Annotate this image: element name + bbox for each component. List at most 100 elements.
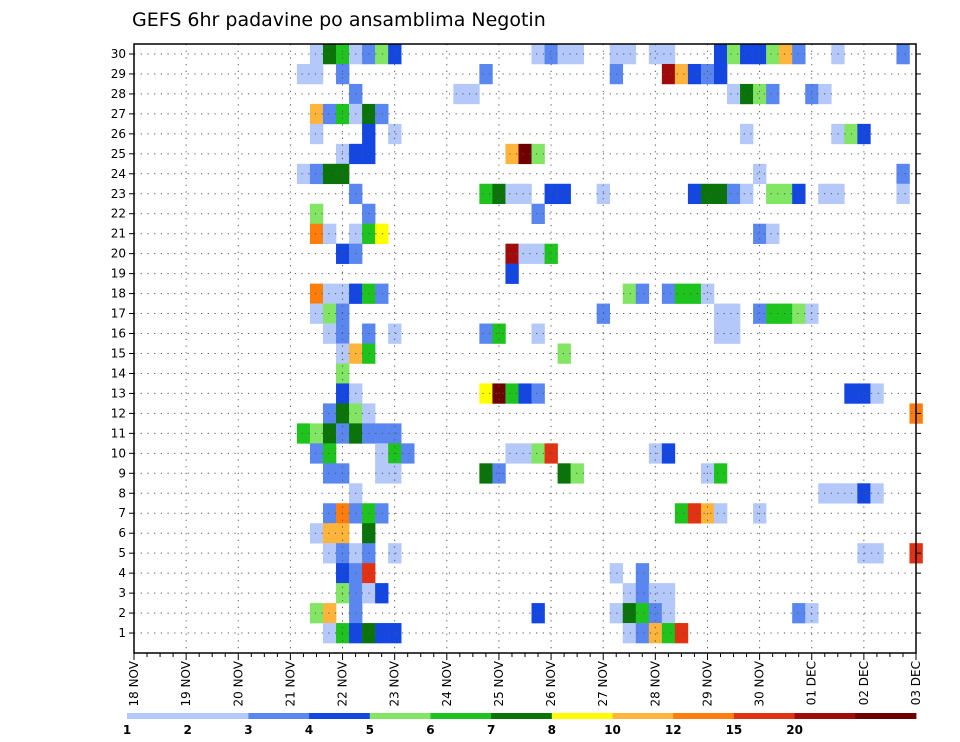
y-tick-label: 1 xyxy=(118,626,126,640)
heatmap-cell xyxy=(896,163,910,185)
heatmap-cell xyxy=(453,83,467,105)
y-tick-label: 9 xyxy=(118,466,126,480)
heatmap-cell xyxy=(622,583,637,604)
x-tick-label: 22 NOV xyxy=(336,660,350,706)
x-tick-label: 25 NOV xyxy=(492,660,506,706)
x-tick-label: 01 DEC xyxy=(805,661,819,705)
heatmap-cell xyxy=(727,303,741,324)
legend-swatch xyxy=(612,713,674,719)
heatmap-cell xyxy=(661,603,676,624)
y-tick-label: 23 xyxy=(111,187,126,201)
heatmap-cell xyxy=(322,423,337,444)
heatmap-cell xyxy=(322,463,337,484)
heatmap-cell xyxy=(609,563,624,584)
x-tick-label: 20 NOV xyxy=(231,660,245,706)
y-tick-label: 7 xyxy=(118,506,126,520)
heatmap-cell xyxy=(727,323,741,344)
heatmap-cell xyxy=(674,283,689,304)
heatmap-cell xyxy=(792,183,806,205)
heatmap-cell xyxy=(557,463,571,484)
heatmap-cell xyxy=(322,443,337,464)
heatmap-cell xyxy=(700,283,715,304)
heatmap-cell xyxy=(713,63,728,85)
heatmap-cell xyxy=(661,443,676,464)
heatmap-cell xyxy=(309,223,324,244)
heatmap-cell xyxy=(505,243,519,264)
y-tick-label: 4 xyxy=(118,566,126,580)
heatmap-cell xyxy=(700,63,715,85)
legend-swatch xyxy=(430,713,492,719)
heatmap-cells xyxy=(296,44,923,644)
heatmap-cell xyxy=(779,44,793,65)
heatmap-cell xyxy=(466,83,480,105)
heatmap-cell xyxy=(648,623,663,644)
heatmap-cell xyxy=(322,403,337,424)
x-tick-label: 21 NOV xyxy=(283,660,297,706)
plot-frame xyxy=(133,43,917,654)
heatmap-cell xyxy=(635,563,650,584)
heatmap-cell xyxy=(309,303,324,324)
heatmap-cell xyxy=(870,483,884,504)
heatmap-cell xyxy=(375,443,389,464)
heatmap-cell xyxy=(713,503,728,524)
heatmap-cell xyxy=(518,383,532,404)
heatmap-cell xyxy=(635,623,650,644)
heatmap-cell xyxy=(375,463,389,484)
y-tick-label: 6 xyxy=(118,526,126,540)
heatmap-cell xyxy=(309,163,324,185)
y-tick-label: 2 xyxy=(118,606,126,620)
legend-swatch xyxy=(551,713,613,719)
heatmap-cell xyxy=(687,503,702,524)
grid-lines xyxy=(133,44,917,653)
heatmap-cell xyxy=(857,123,871,145)
heatmap-cell xyxy=(531,143,545,165)
heatmap-cell xyxy=(648,44,663,65)
heatmap-cell xyxy=(779,183,793,205)
heatmap-cell xyxy=(648,603,663,624)
heatmap-cell xyxy=(609,63,624,85)
legend-swatch xyxy=(187,713,249,719)
heatmap-cell xyxy=(322,44,337,65)
heatmap-cell xyxy=(531,443,545,464)
heatmap-cell xyxy=(505,183,519,205)
heatmap-cell xyxy=(505,443,519,464)
heatmap-cell xyxy=(635,603,650,624)
heatmap-cell xyxy=(309,203,324,225)
heatmap-cell xyxy=(687,183,702,205)
heatmap-cell xyxy=(713,183,728,205)
heatmap-cell xyxy=(479,63,493,85)
x-tick-label: 26 NOV xyxy=(544,660,558,706)
heatmap-cell xyxy=(296,423,311,444)
x-tick-label: 19 NOV xyxy=(179,660,193,706)
heatmap-cell xyxy=(648,583,663,604)
y-tick-label: 13 xyxy=(111,386,126,400)
heatmap-cell xyxy=(687,63,702,85)
heatmap-cell xyxy=(753,303,767,324)
heatmap-cell xyxy=(622,283,637,304)
heatmap-cell xyxy=(622,623,637,644)
x-tick-label: 29 NOV xyxy=(700,660,714,706)
heatmap-cell xyxy=(322,523,337,544)
heatmap-cell xyxy=(753,44,767,65)
y-tick-label: 8 xyxy=(118,486,126,500)
legend-swatch xyxy=(127,713,189,719)
heatmap-cell xyxy=(792,44,806,65)
heatmap-cell xyxy=(896,44,910,65)
legend-swatch xyxy=(491,713,553,719)
heatmap-cell xyxy=(505,383,519,404)
heatmap-cell xyxy=(322,323,337,344)
heatmap-cell xyxy=(375,623,389,644)
heatmap-cell xyxy=(740,44,754,65)
heatmap-cell xyxy=(674,63,689,85)
heatmap-cell xyxy=(375,44,389,65)
legend-label: 7 xyxy=(487,723,495,737)
x-tick-label: 27 NOV xyxy=(596,660,610,706)
heatmap-cell xyxy=(375,423,389,444)
y-tick-label: 28 xyxy=(111,87,126,101)
heatmap-cell xyxy=(531,44,545,65)
legend-label: 5 xyxy=(366,723,374,737)
heatmap-cell xyxy=(479,463,493,484)
legend-label: 8 xyxy=(548,723,556,737)
heatmap-cell xyxy=(479,383,493,404)
heatmap-cell xyxy=(322,223,337,244)
